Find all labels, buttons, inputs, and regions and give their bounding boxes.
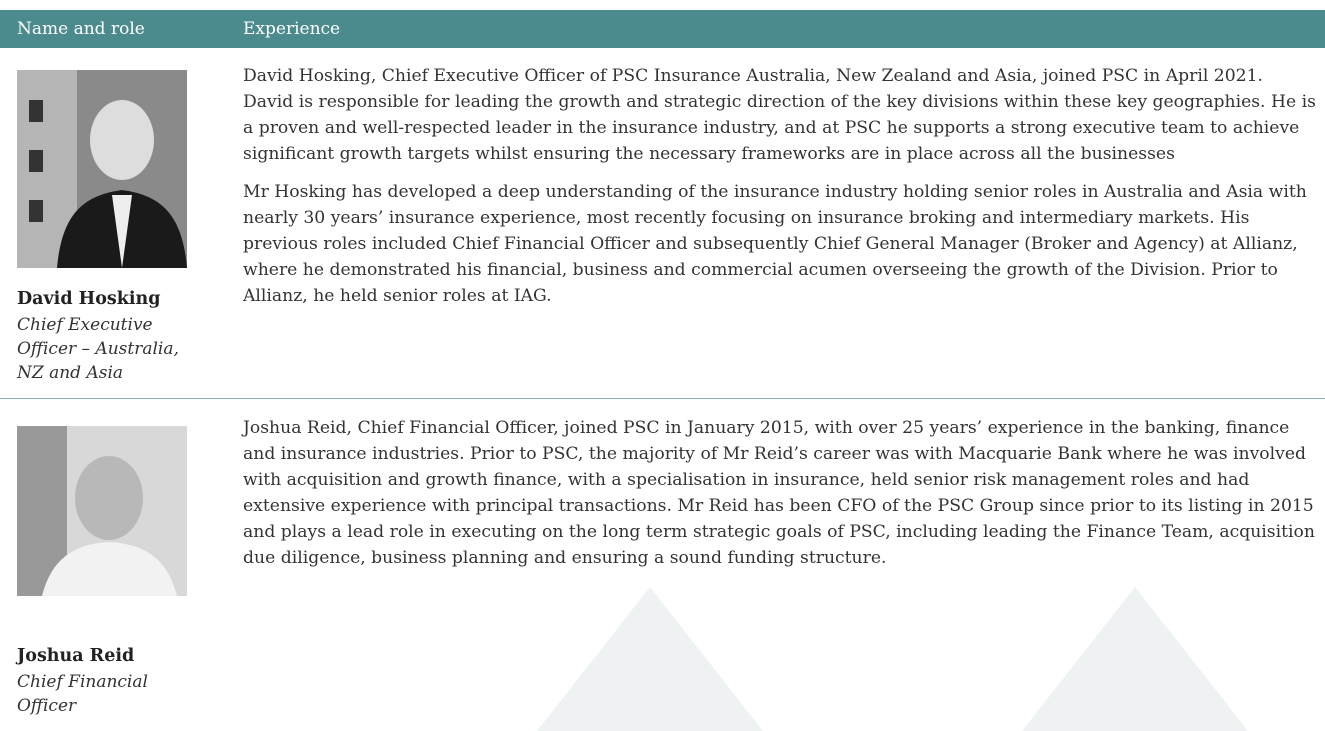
person-name: David Hosking: [17, 289, 160, 309]
photo: [17, 70, 187, 268]
paragraph: Joshua Reid, Chief Financial Officer, jo…: [243, 415, 1318, 571]
decor-triangle: [537, 587, 763, 731]
header-cell: Name and role: [17, 19, 145, 39]
paragraph: Mr Hosking has developed a deep understa…: [243, 179, 1318, 309]
experience: Joshua Reid, Chief Financial Officer, jo…: [243, 415, 1318, 583]
person-name: Joshua Reid: [17, 646, 134, 666]
header-cell: Experience: [243, 19, 340, 39]
row-divider: [0, 398, 1325, 399]
person-role: Chief Executive Officer – Australia, NZ …: [17, 313, 189, 385]
decor-triangle: [1022, 587, 1248, 731]
table-header: Name and role Experience: [0, 10, 1325, 48]
page: Name and role Experience David Hosking C…: [0, 0, 1325, 731]
experience: David Hosking, Chief Executive Officer o…: [243, 63, 1318, 321]
photo: [17, 426, 187, 596]
paragraph: David Hosking, Chief Executive Officer o…: [243, 63, 1318, 167]
person-role: Chief Financial Officer: [17, 670, 189, 718]
